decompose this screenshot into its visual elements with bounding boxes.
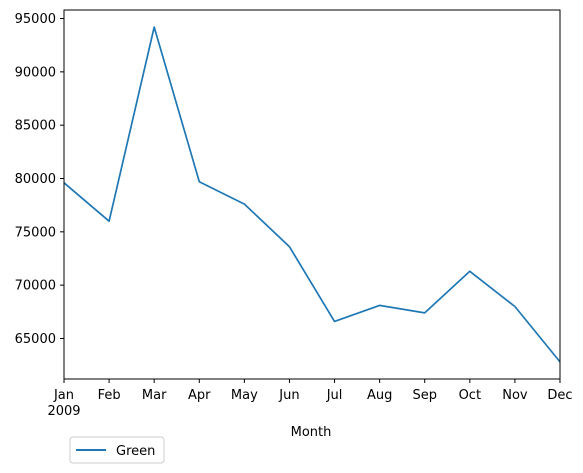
- legend-box: [69, 436, 165, 464]
- y-tick-label: 75000: [15, 225, 56, 240]
- x-tick-label: Oct: [459, 388, 481, 403]
- y-tick-label: 95000: [15, 12, 56, 27]
- series-layer: [63, 26, 561, 363]
- x-tick-label: Jul: [326, 388, 343, 403]
- y-tick-label: 70000: [15, 279, 56, 294]
- x-axis-title: Month: [291, 425, 332, 440]
- y-tick-label: 90000: [15, 65, 56, 80]
- x-tick-label: Feb: [98, 388, 121, 403]
- x-tick-label: May: [231, 388, 258, 403]
- x-axis-year-label: 2009: [47, 404, 80, 419]
- y-tick-label: 80000: [15, 172, 56, 187]
- x-tick-label: Nov: [502, 388, 528, 403]
- plot-frame: [63, 9, 561, 380]
- legend-label-green: Green: [116, 444, 155, 459]
- y-tick-label: 65000: [15, 332, 56, 347]
- series-line-green: [63, 26, 561, 363]
- x-tick-label: Apr: [188, 388, 211, 403]
- x-axis-ticks: Jan Feb Mar Apr May Jun Jul Aug Sep Oct Nov Dec: [53, 379, 573, 403]
- y-axis-ticks: 65000 70000 75000 80000 85000 90000 95000: [15, 12, 64, 347]
- x-tick-label: Dec: [547, 388, 572, 403]
- x-tick-label: Mar: [142, 388, 167, 403]
- x-tick-label: Aug: [367, 388, 392, 403]
- legend: Green: [69, 436, 165, 464]
- x-tick-label: Jan: [53, 388, 74, 403]
- x-tick-label: Sep: [412, 388, 437, 403]
- y-tick-label: 85000: [15, 119, 56, 134]
- x-tick-label: Jun: [278, 388, 299, 403]
